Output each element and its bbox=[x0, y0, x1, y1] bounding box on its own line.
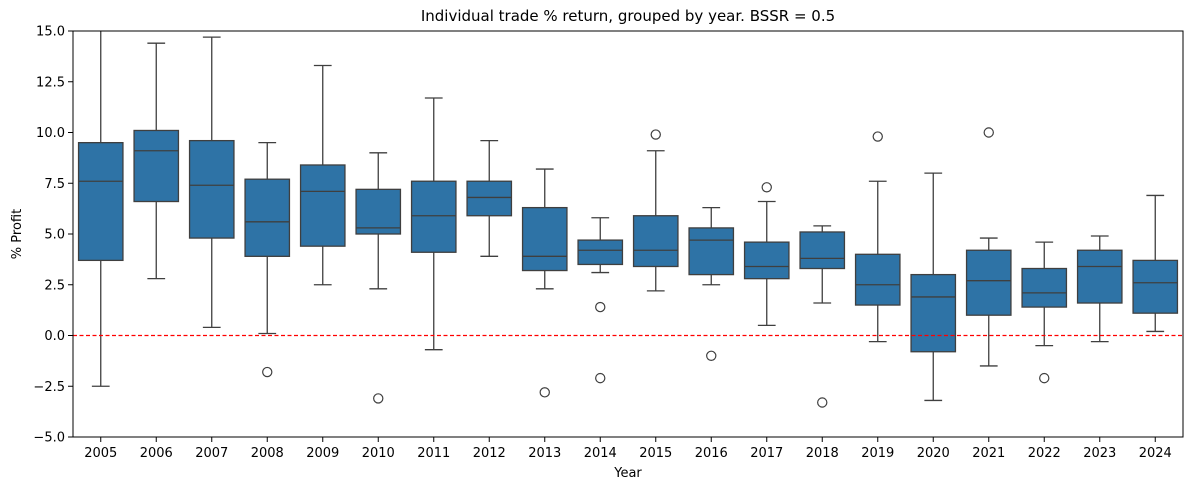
chart-title: Individual trade % return, grouped by ye… bbox=[421, 7, 835, 25]
box-iqr bbox=[965, 249, 1012, 316]
y-tick-label: 10.0 bbox=[36, 126, 65, 141]
box-iqr bbox=[910, 273, 957, 353]
box-2021 bbox=[965, 127, 1012, 367]
x-tick-label: 2013 bbox=[528, 446, 561, 461]
box-2017 bbox=[743, 182, 790, 327]
box-iqr bbox=[244, 178, 291, 257]
x-tick-label: 2018 bbox=[806, 446, 839, 461]
x-tick-label: 2005 bbox=[84, 446, 117, 461]
outlier-point bbox=[761, 182, 772, 193]
x-tick-label: 2023 bbox=[1083, 446, 1116, 461]
x-tick-label: 2024 bbox=[1139, 446, 1172, 461]
box-2016 bbox=[688, 206, 735, 361]
plot-frame bbox=[72, 30, 1184, 438]
box-iqr bbox=[188, 139, 235, 239]
box-2007 bbox=[188, 36, 235, 329]
y-axis-title: % Profit bbox=[10, 209, 25, 259]
outlier-point bbox=[1039, 372, 1050, 384]
x-tick-label: 2015 bbox=[639, 446, 672, 461]
y-tick-label: 15.0 bbox=[36, 25, 65, 40]
box-2019 bbox=[854, 131, 901, 343]
outlier-point bbox=[872, 131, 883, 142]
box-iqr bbox=[299, 164, 346, 247]
x-tick-label: 2006 bbox=[140, 446, 173, 461]
outlier-point bbox=[650, 129, 661, 140]
box-2008 bbox=[244, 141, 291, 378]
outlier-point bbox=[262, 366, 273, 378]
outlier-point bbox=[595, 372, 606, 384]
x-tick-label: 2022 bbox=[1028, 446, 1061, 461]
box-iqr bbox=[799, 231, 846, 270]
box-2009 bbox=[299, 64, 346, 286]
x-tick-label: 2011 bbox=[417, 446, 450, 461]
x-tick-label: 2009 bbox=[306, 446, 339, 461]
box-2020 bbox=[910, 172, 957, 402]
outlier-point bbox=[706, 350, 717, 361]
x-tick-label: 2008 bbox=[251, 446, 284, 461]
box-iqr bbox=[355, 188, 402, 235]
x-tick-label: 2014 bbox=[584, 446, 617, 461]
outlier-point bbox=[539, 387, 550, 398]
box-iqr bbox=[1021, 267, 1068, 308]
y-tick-label: −2.5 bbox=[33, 380, 65, 395]
box-iqr bbox=[1132, 259, 1179, 314]
box-2011 bbox=[410, 97, 457, 351]
outlier-point bbox=[817, 397, 828, 408]
box-2023 bbox=[1076, 235, 1123, 343]
box-iqr bbox=[466, 180, 513, 217]
box-iqr bbox=[632, 215, 679, 268]
y-tick-label: 0.0 bbox=[44, 329, 65, 344]
box-2013 bbox=[521, 168, 568, 398]
y-tick-label: 12.5 bbox=[36, 75, 65, 90]
box-2006 bbox=[133, 42, 180, 280]
x-tick-label: 2017 bbox=[750, 446, 783, 461]
y-tick-label: 7.5 bbox=[44, 177, 65, 192]
y-axis: −5.0 −2.5 0.0 2.5 5.0 7.5 10.0 12.5 15.0 bbox=[33, 25, 73, 446]
box-iqr bbox=[854, 253, 901, 306]
box-iqr bbox=[521, 206, 568, 272]
box-2010 bbox=[355, 152, 402, 404]
x-tick-label: 2020 bbox=[917, 446, 950, 461]
box-2005 bbox=[77, 31, 124, 387]
box-2024 bbox=[1132, 194, 1179, 333]
box-iqr bbox=[410, 180, 457, 253]
box-2015 bbox=[632, 129, 679, 292]
box-2018 bbox=[799, 225, 846, 408]
y-tick-label: −5.0 bbox=[33, 431, 65, 446]
x-tick-label: 2016 bbox=[695, 446, 728, 461]
x-axis-title: Year bbox=[613, 466, 642, 481]
box-iqr bbox=[743, 241, 790, 280]
outlier-point bbox=[983, 127, 994, 138]
box-iqr bbox=[577, 239, 624, 266]
outlier-point bbox=[373, 393, 384, 404]
x-tick-label: 2019 bbox=[861, 446, 894, 461]
x-tick-label: 2010 bbox=[362, 446, 395, 461]
outlier-point bbox=[595, 301, 606, 313]
box-iqr bbox=[688, 227, 735, 276]
x-tick-label: 2021 bbox=[972, 446, 1005, 461]
y-tick-label: 2.5 bbox=[44, 278, 65, 293]
y-tick-label: 5.0 bbox=[44, 228, 65, 243]
box-2012 bbox=[466, 139, 513, 257]
box-2014 bbox=[577, 217, 624, 384]
box-iqr bbox=[77, 141, 124, 262]
x-tick-label: 2007 bbox=[195, 446, 228, 461]
box-iqr bbox=[133, 129, 180, 203]
x-tick-label: 2012 bbox=[473, 446, 506, 461]
box-iqr bbox=[1076, 249, 1123, 304]
plot-area bbox=[73, 31, 1183, 408]
box-2022 bbox=[1021, 241, 1068, 384]
x-axis: 2005 2006 2007 2008 2009 2010 2011 2012 2013 2014… bbox=[84, 437, 1172, 461]
